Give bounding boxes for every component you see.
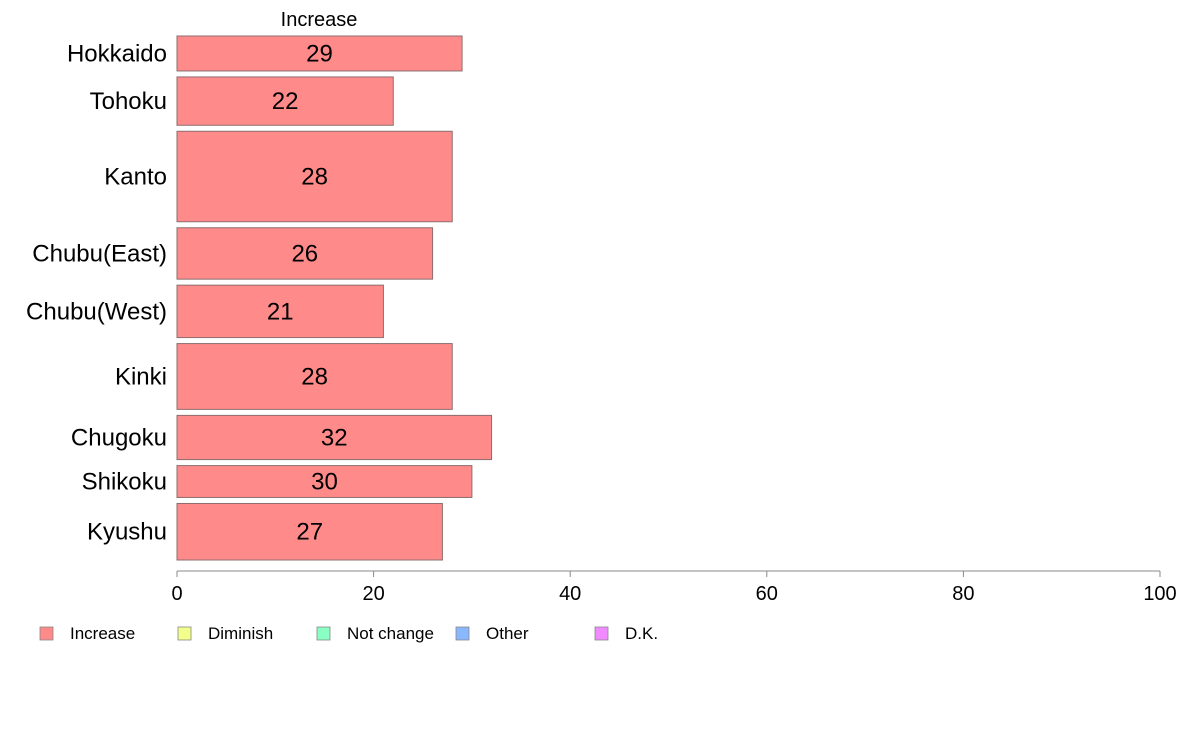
bar-kyushu <box>176 502 443 561</box>
data-label-chubu-east: 26 <box>291 240 318 267</box>
category-label-chubu-east: Chubu(East) <box>32 240 167 267</box>
bar-chubu-east <box>176 227 434 280</box>
category-label-kanto: Kanto <box>104 164 167 191</box>
bar-kinki <box>176 343 453 410</box>
data-label-chubu-west: 21 <box>267 298 294 325</box>
bar-tohoku <box>176 76 394 126</box>
bar-hokkaido <box>176 35 463 72</box>
category-label-hokkaido: Hokkaido <box>67 40 167 67</box>
legend-swatch-not-change <box>316 626 331 641</box>
data-label-kanto: 28 <box>301 164 328 191</box>
bar-chubu-west <box>176 284 384 339</box>
x-tick-label-20: 20 <box>362 583 384 605</box>
x-tick-label-100: 100 <box>1143 583 1176 605</box>
category-label-tohoku: Tohoku <box>90 88 167 115</box>
legend-swatch-other <box>455 626 470 641</box>
x-tick-label-0: 0 <box>171 583 182 605</box>
data-label-tohoku: 22 <box>272 88 299 115</box>
legend: Increase Diminish Not change Other D.K. <box>39 624 658 643</box>
bar-kanto <box>176 130 453 223</box>
x-tick-label-40: 40 <box>559 583 581 605</box>
legend-label-not-change: Not change <box>347 624 434 643</box>
data-label-chugoku: 32 <box>321 424 348 451</box>
x-axis: 0 20 40 60 80 100 <box>171 570 1177 605</box>
category-label-chugoku: Chugoku <box>71 424 167 451</box>
legend-label-other: Other <box>486 624 529 643</box>
legend-swatch-diminish <box>177 626 192 641</box>
x-tick-label-60: 60 <box>756 583 778 605</box>
series-header: Increase <box>281 9 358 31</box>
data-label-kinki: 28 <box>301 363 328 390</box>
legend-label-increase: Increase <box>70 624 135 643</box>
category-label-kinki: Kinki <box>115 363 167 390</box>
legend-label-diminish: Diminish <box>208 624 273 643</box>
bar-shikoku <box>176 465 473 498</box>
data-label-shikoku: 30 <box>311 469 338 496</box>
bars-layer: Hokkaido 29 Tohoku 22 Kanto 28 Chubu(East) 26 Ch… <box>26 35 493 561</box>
category-label-chubu-west: Chubu(West) <box>26 298 167 325</box>
category-label-shikoku: Shikoku <box>82 469 167 496</box>
bar-chugoku <box>176 414 493 461</box>
legend-swatch-increase <box>39 626 54 641</box>
category-label-kyushu: Kyushu <box>87 519 167 546</box>
x-tick-label-80: 80 <box>952 583 974 605</box>
legend-swatch-d-k <box>594 626 609 641</box>
legend-label-d-k: D.K. <box>625 624 658 643</box>
data-label-kyushu: 27 <box>296 519 323 546</box>
data-label-hokkaido: 29 <box>306 40 333 67</box>
